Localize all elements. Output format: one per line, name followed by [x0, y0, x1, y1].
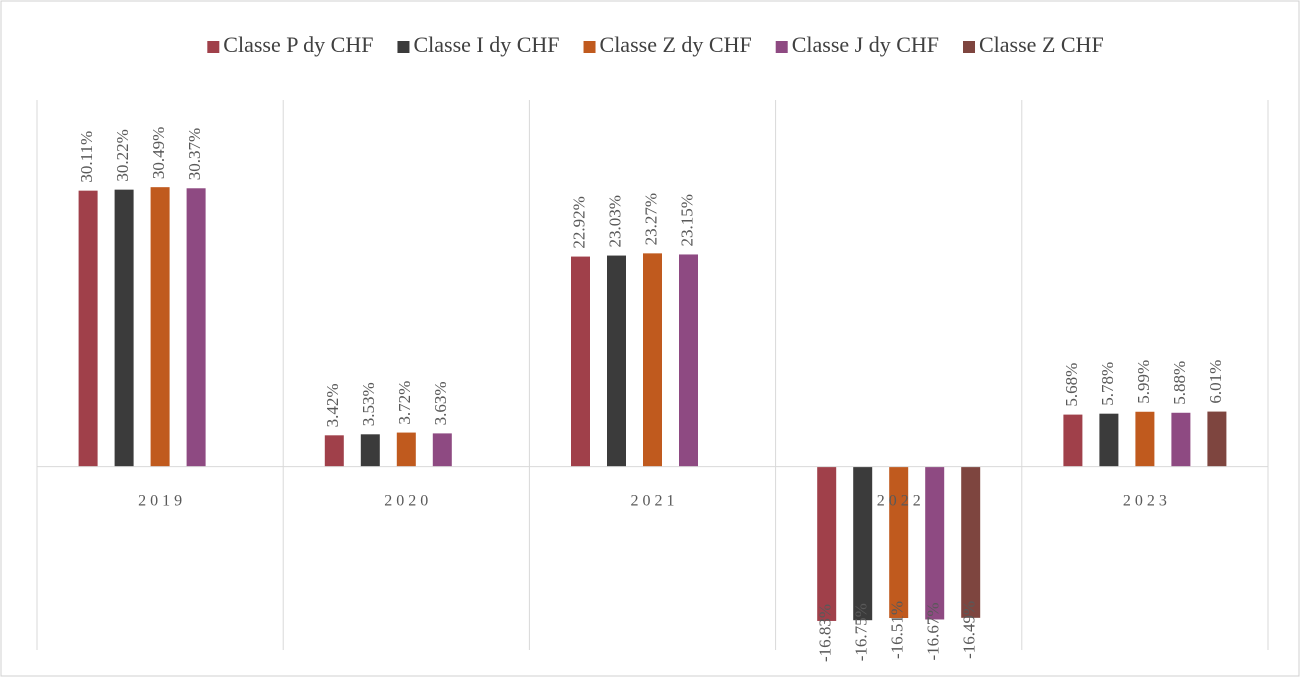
- legend-label: Classe J dy CHF: [792, 32, 939, 57]
- data-label: 23.03%: [605, 195, 624, 247]
- data-label: 6.01%: [1206, 360, 1225, 404]
- data-label: 5.88%: [1170, 361, 1189, 405]
- legend-label: Classe P dy CHF: [223, 32, 373, 57]
- legend-label: Classe I dy CHF: [413, 32, 559, 57]
- data-label: 30.11%: [77, 131, 96, 183]
- data-label: 30.49%: [149, 127, 168, 179]
- bar: [396, 432, 416, 467]
- data-label: 22.92%: [569, 196, 588, 248]
- x-tick-label: 2020: [384, 492, 432, 509]
- bar: [961, 466, 981, 618]
- bar: [432, 433, 452, 467]
- data-label: 5.99%: [1134, 360, 1153, 404]
- x-tick-label: 2021: [631, 492, 679, 509]
- data-label: 3.72%: [395, 381, 414, 425]
- bar: [78, 190, 98, 467]
- bar: [643, 253, 662, 467]
- data-label: 23.15%: [677, 194, 696, 246]
- legend-swatch: [397, 41, 410, 53]
- data-label: -16.67%: [924, 602, 943, 660]
- bar: [1171, 412, 1191, 467]
- legend-swatch: [207, 41, 220, 53]
- bar: [1063, 414, 1083, 467]
- bar: [571, 256, 590, 467]
- x-tick-label: 2023: [1123, 492, 1171, 509]
- data-label: -16.75%: [852, 603, 871, 661]
- data-label: 30.22%: [113, 129, 132, 181]
- bar: [679, 254, 698, 467]
- data-label: -16.51%: [888, 601, 907, 659]
- bar: [817, 466, 837, 621]
- bar: [1207, 411, 1227, 467]
- bar: [360, 434, 380, 467]
- data-label: 5.68%: [1062, 363, 1081, 407]
- legend-label: Classe Z dy CHF: [600, 32, 752, 57]
- bar: [889, 466, 909, 619]
- data-label: 3.53%: [359, 382, 378, 426]
- x-tick-label: 2022: [877, 492, 925, 509]
- bar: [853, 466, 873, 621]
- data-label: -16.83%: [816, 604, 835, 662]
- bar: [324, 435, 344, 467]
- bar: [925, 466, 945, 620]
- legend-swatch: [583, 41, 596, 53]
- bar: [186, 188, 206, 467]
- data-label: 23.27%: [641, 193, 660, 245]
- data-label: 3.63%: [431, 381, 450, 425]
- data-label: 5.78%: [1098, 362, 1117, 406]
- bar: [1135, 411, 1155, 467]
- legend-swatch: [963, 41, 976, 53]
- bar: [150, 187, 170, 467]
- bar: [607, 255, 626, 467]
- legend-label: Classe Z CHF: [979, 32, 1104, 57]
- bar: [114, 189, 134, 467]
- data-label: 3.42%: [323, 383, 342, 427]
- x-tick-label: 2019: [138, 492, 186, 509]
- data-label: 30.37%: [185, 128, 204, 180]
- legend-swatch: [775, 41, 788, 53]
- data-label: -16.49%: [960, 601, 979, 659]
- bar: [1099, 413, 1119, 467]
